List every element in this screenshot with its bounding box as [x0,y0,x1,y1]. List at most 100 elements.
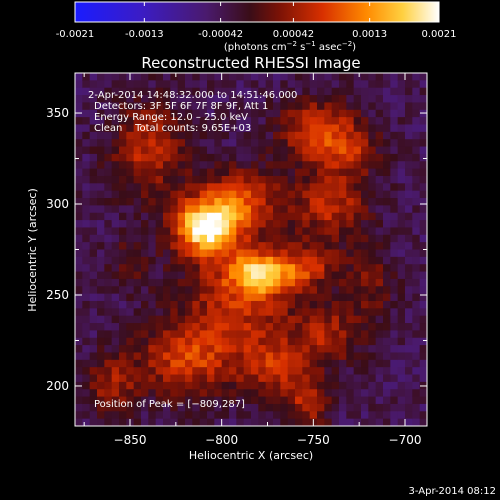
heatmap-cell [324,403,333,412]
heatmap-cell [405,87,413,96]
heatmap-cell [331,293,340,302]
heatmap-cell [163,286,171,295]
heatmap-cell [368,139,377,148]
heatmap-cell [368,403,377,412]
heatmap-cell [141,323,149,331]
heatmap-cell [346,249,355,258]
heatmap-cell [185,168,193,177]
heatmap-cell [185,139,193,148]
heatmap-cell [104,300,113,309]
heatmap-cell [280,396,289,405]
heatmap-cell [265,323,274,331]
heatmap-cell [251,396,259,405]
heatmap-cell [383,403,391,412]
heatmap-cell [295,220,303,229]
heatmap-cell [317,220,325,229]
heatmap-cell [207,293,215,302]
heatmap-cell [412,146,421,155]
heatmap-cell [339,315,347,324]
heatmap-cell [97,168,105,177]
colorbar-tick-label: -0.0013 [125,29,164,40]
heatmap-cell [331,139,340,148]
heatmap-cell [111,300,120,309]
heatmap-cell [155,124,164,133]
heatmap-cell [207,352,215,361]
heatmap-cell [390,249,399,258]
heatmap-cell [185,271,193,280]
heatmap-cell [339,337,347,346]
heatmap-cell [82,161,91,170]
heatmap-cell [383,242,391,251]
heatmap-cell [368,102,377,111]
heatmap-cell [273,131,281,140]
heatmap-cell [390,286,399,295]
heatmap-cell [302,381,311,390]
heatmap-cell [119,249,127,258]
heatmap-cell [361,256,369,265]
heatmap-cell [199,131,208,140]
heatmap-cell [368,286,377,295]
heatmap-cell [324,139,333,148]
heatmap-cell [133,315,142,324]
heatmap-cell [375,293,384,302]
heatmap-cell [251,278,259,287]
heatmap-cell [324,109,333,118]
heatmap-cell [229,124,237,133]
heatmap-cell [265,315,274,324]
heatmap-cell [133,352,142,361]
heatmap-cell [251,315,259,324]
heatmap-cell [119,256,127,265]
heatmap-cell [295,73,303,81]
heatmap-cell [236,205,245,214]
heatmap-cell [148,256,157,265]
heatmap-cell [309,212,318,221]
heatmap-cell [236,330,245,339]
heatmap-cell [97,418,105,426]
heatmap-cell [170,286,179,295]
heatmap-cell [280,139,289,148]
heatmap-cell [243,102,252,111]
heatmap-cell [148,418,157,426]
heatmap-cell [229,418,237,426]
heatmap-cell [302,205,311,214]
heatmap-cell [185,87,193,96]
heatmap-cell [170,396,179,405]
heatmap-cell [111,242,120,251]
heatmap-cell [199,308,208,317]
heatmap-cell [229,337,237,346]
heatmap-cell [133,234,142,243]
heatmap-cell [251,183,259,192]
heatmap-cell [214,396,223,405]
heatmap-cell [353,109,362,118]
heatmap-cell [170,411,179,420]
heatmap-cell [89,139,98,148]
heatmap-cell [331,367,340,376]
heatmap-cell [97,381,105,390]
heatmap-cell [104,381,113,390]
heatmap-cell [397,411,406,420]
heatmap-cell [346,286,355,295]
heatmap-cell [199,271,208,280]
heatmap-cell [221,345,230,354]
heatmap-cell [287,227,296,236]
heatmap-cell [82,242,91,251]
heatmap-cell [383,300,391,309]
heatmap-cell [163,161,171,170]
heatmap-cell [412,256,421,265]
heatmap-cell [361,359,369,368]
heatmap-cell [331,418,340,426]
heatmap-cell [353,389,362,398]
heatmap-cell [177,205,186,214]
heatmap-cell [141,220,149,229]
heatmap-cell [75,403,83,412]
heatmap-cell [258,271,267,280]
heatmap-cell [97,220,105,229]
heatmap-cell [302,374,311,383]
annotation-energy-range: Energy Range: 12.0 – 25.0 keV [94,112,248,123]
heatmap-cell [251,389,259,398]
heatmap-cell [82,183,91,192]
heatmap-cell [361,102,369,111]
heatmap-cell [229,403,237,412]
heatmap-cell [397,315,406,324]
heatmap-cell [141,139,149,148]
